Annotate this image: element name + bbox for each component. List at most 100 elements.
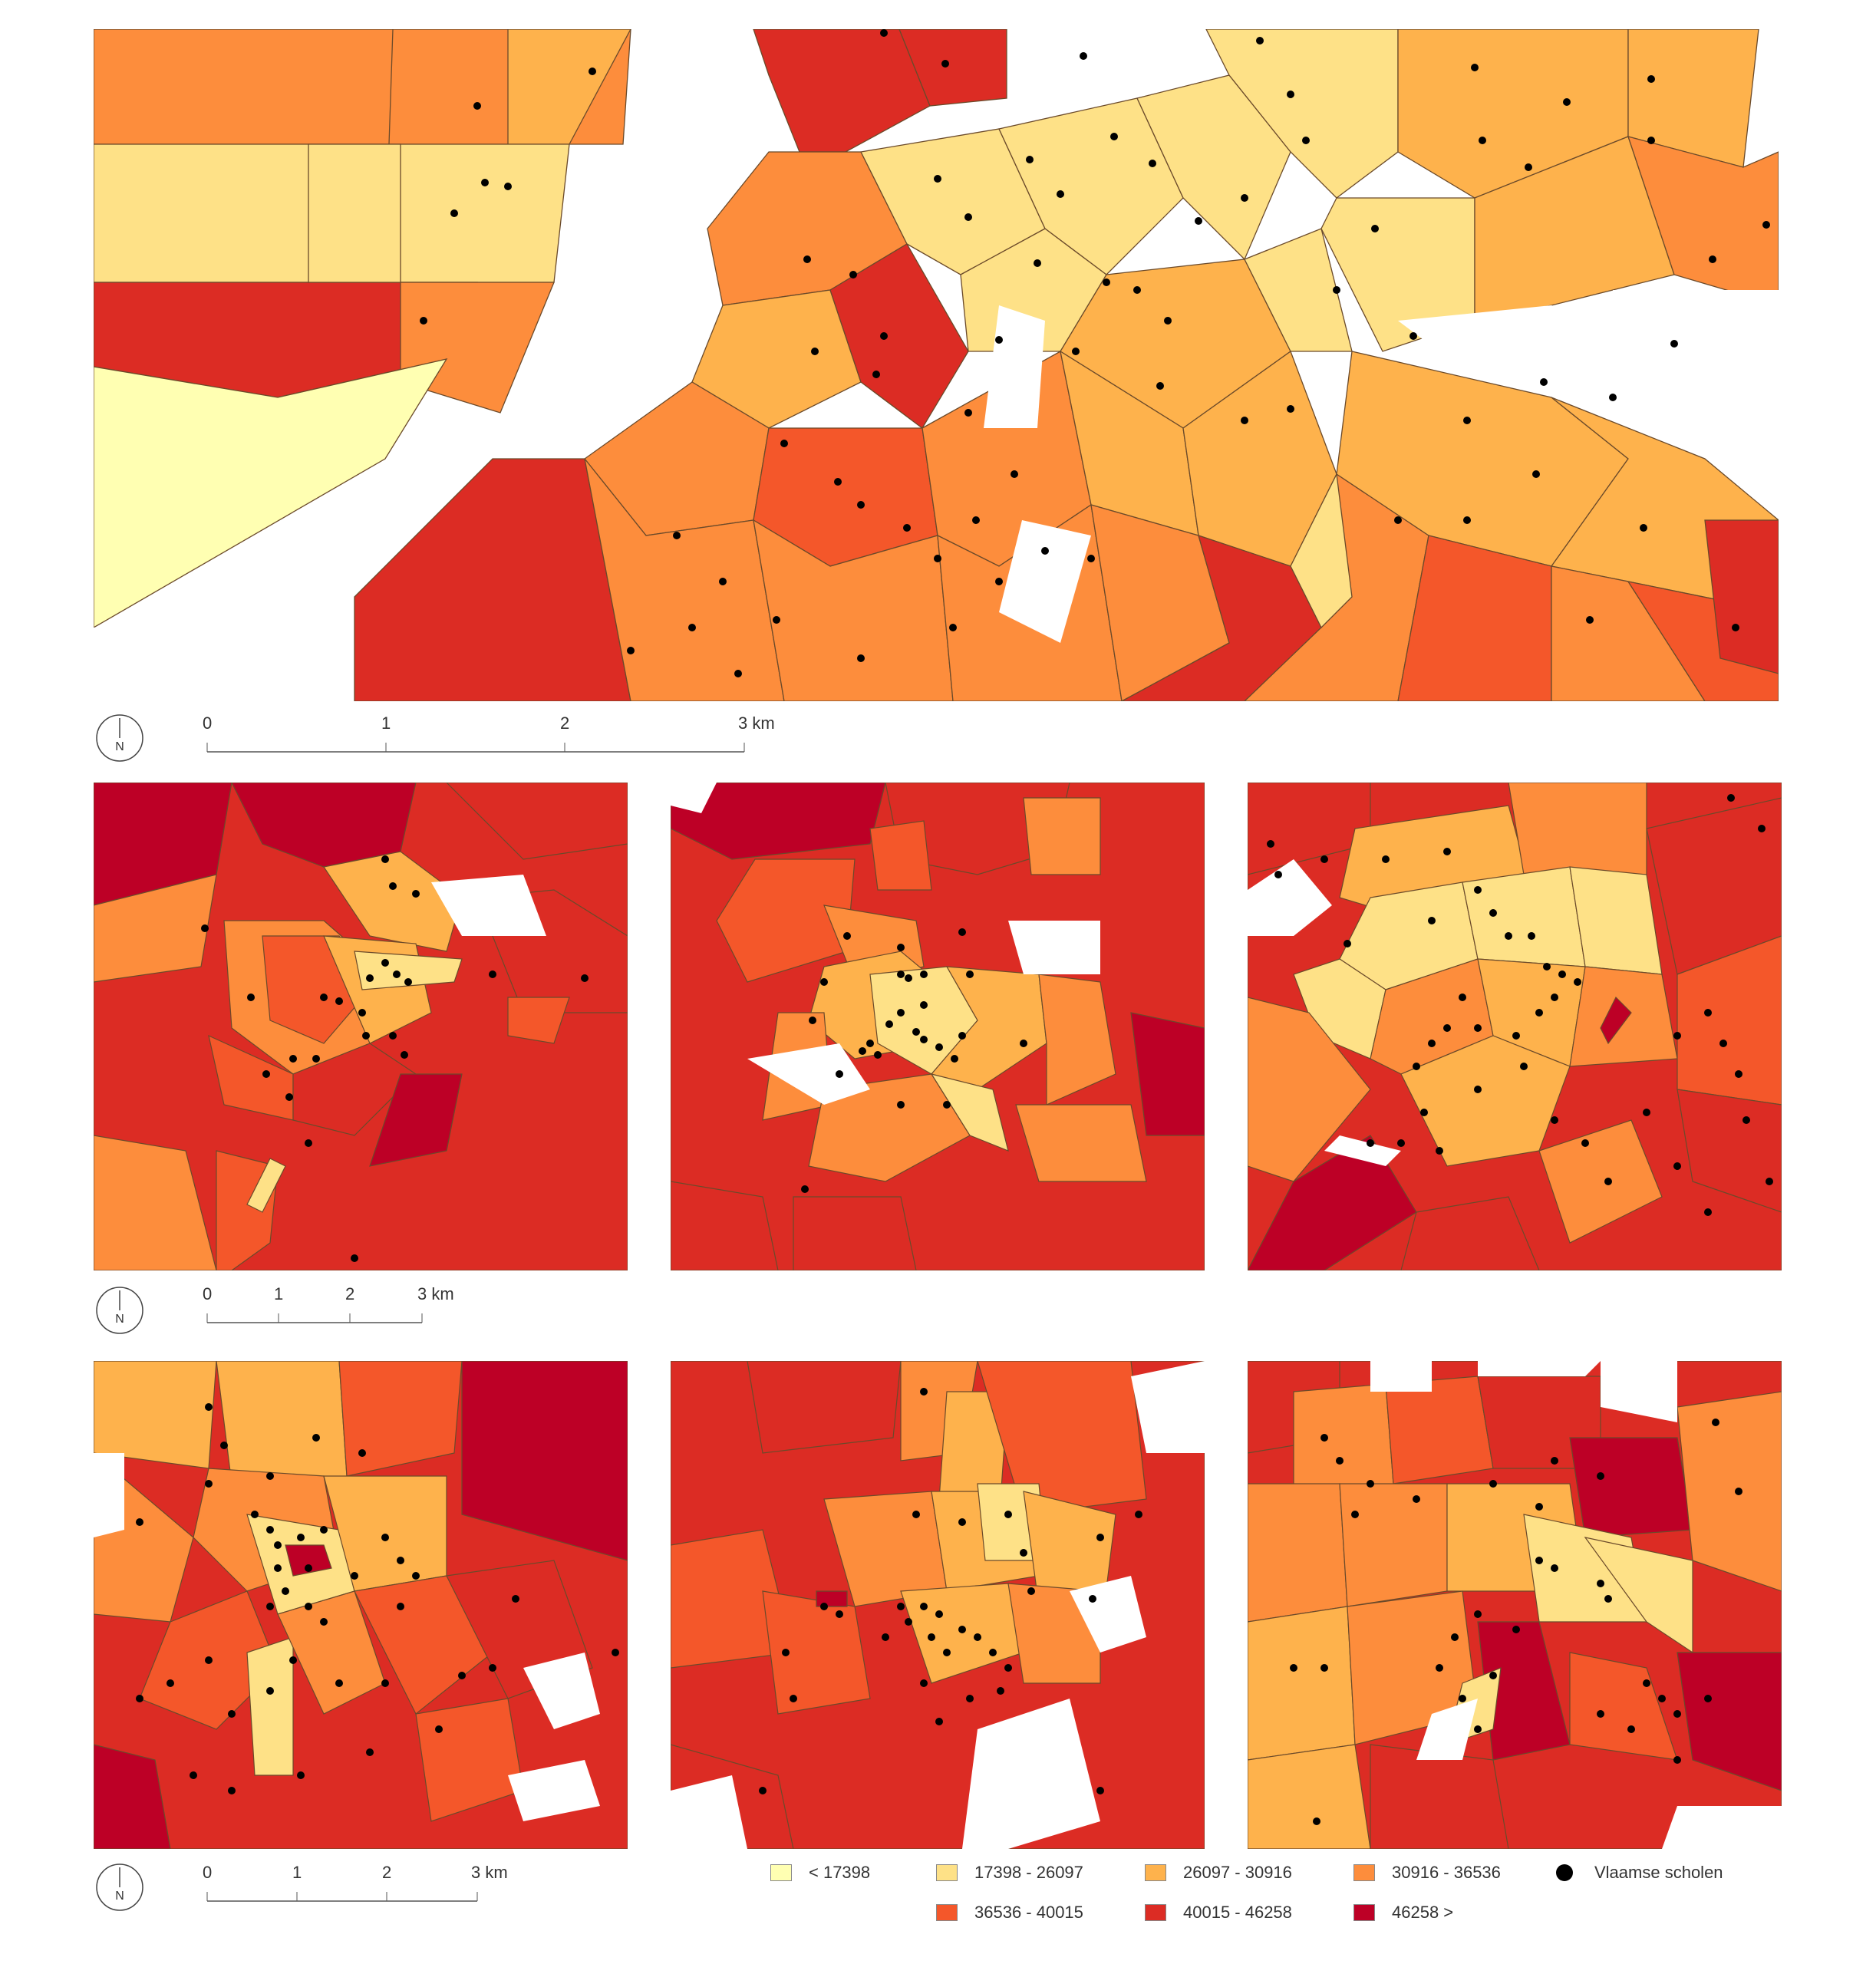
school-point bbox=[228, 1710, 236, 1718]
school-point bbox=[1535, 1009, 1543, 1017]
school-point bbox=[381, 959, 389, 967]
school-point bbox=[1443, 848, 1451, 855]
school-point bbox=[920, 1388, 928, 1396]
school-point bbox=[1673, 1710, 1681, 1718]
school-point bbox=[1719, 1040, 1727, 1047]
school-point bbox=[920, 1036, 928, 1043]
school-dot-icon bbox=[1556, 1864, 1573, 1881]
school-point bbox=[473, 102, 481, 110]
school-point bbox=[966, 1695, 974, 1702]
school-point bbox=[1459, 1695, 1466, 1702]
legend-label: < 17398 bbox=[809, 1863, 871, 1882]
school-point bbox=[943, 1101, 951, 1109]
scale-tick-label: 3 km bbox=[471, 1863, 508, 1882]
school-point bbox=[335, 1679, 343, 1687]
school-point bbox=[803, 255, 811, 263]
svg-text:N: N bbox=[115, 740, 124, 753]
school-point bbox=[305, 1564, 312, 1572]
school-point bbox=[1320, 1664, 1328, 1672]
district bbox=[388, 29, 520, 145]
district bbox=[1627, 136, 1779, 306]
school-point bbox=[1413, 1495, 1420, 1503]
school-point bbox=[1394, 516, 1402, 524]
district bbox=[1248, 1606, 1356, 1761]
school-point bbox=[1451, 1633, 1459, 1641]
school-point bbox=[312, 1434, 320, 1442]
district bbox=[1248, 1744, 1371, 1849]
school-point bbox=[1333, 286, 1340, 294]
school-point bbox=[920, 970, 928, 978]
district bbox=[94, 1453, 124, 1537]
school-point bbox=[1643, 1109, 1650, 1116]
district bbox=[1248, 1483, 1348, 1623]
district bbox=[1290, 472, 1353, 629]
school-point bbox=[266, 1603, 274, 1610]
school-point bbox=[412, 1572, 420, 1580]
district bbox=[747, 1043, 870, 1105]
district bbox=[1569, 866, 1663, 975]
district bbox=[1339, 1483, 1448, 1607]
district bbox=[94, 1135, 217, 1270]
district bbox=[1023, 797, 1101, 875]
school-point bbox=[247, 994, 255, 1001]
district bbox=[216, 1361, 348, 1485]
school-point bbox=[274, 1564, 282, 1572]
scale-tick-label: 2 bbox=[382, 1863, 392, 1882]
scale-tick-label: 0 bbox=[203, 713, 213, 733]
district bbox=[1677, 1089, 1782, 1213]
school-point bbox=[1647, 137, 1655, 144]
school-point bbox=[201, 924, 209, 932]
school-point bbox=[1512, 1626, 1520, 1633]
district bbox=[1136, 74, 1291, 261]
school-point bbox=[512, 1595, 519, 1603]
school-point bbox=[320, 1618, 328, 1626]
district bbox=[1646, 797, 1782, 975]
school-point bbox=[934, 175, 941, 183]
legend-label: 17398 - 26097 bbox=[974, 1863, 1083, 1882]
school-point bbox=[951, 1055, 958, 1063]
school-point bbox=[958, 1626, 966, 1633]
district bbox=[431, 875, 546, 936]
district bbox=[716, 858, 856, 983]
school-point bbox=[1574, 978, 1581, 986]
school-point bbox=[1551, 994, 1558, 1001]
school-point bbox=[920, 1001, 928, 1009]
school-point bbox=[1011, 470, 1018, 478]
district bbox=[930, 1073, 1009, 1152]
school-point bbox=[1551, 1457, 1558, 1465]
school-point bbox=[1156, 382, 1164, 390]
district bbox=[671, 1775, 747, 1849]
school-point bbox=[1528, 932, 1535, 940]
school-point bbox=[1041, 547, 1049, 555]
school-point bbox=[897, 970, 905, 978]
school-point bbox=[880, 29, 888, 37]
district bbox=[1038, 974, 1116, 1106]
school-point bbox=[811, 348, 819, 355]
school-point bbox=[1195, 217, 1202, 225]
school-point bbox=[1103, 278, 1110, 286]
school-point bbox=[920, 1603, 928, 1610]
legend-item: 30916 - 36536 bbox=[1353, 1863, 1501, 1883]
school-point bbox=[1512, 1032, 1520, 1040]
school-point bbox=[1367, 1480, 1374, 1488]
school-point bbox=[1543, 963, 1551, 970]
school-point bbox=[1766, 1178, 1773, 1185]
district bbox=[691, 289, 862, 429]
school-point bbox=[1274, 871, 1282, 878]
school-point bbox=[1413, 1063, 1420, 1070]
school-point bbox=[381, 1679, 389, 1687]
school-point bbox=[397, 1557, 404, 1564]
school-point bbox=[1164, 317, 1172, 325]
school-point bbox=[958, 1032, 966, 1040]
school-point bbox=[166, 1679, 174, 1687]
district bbox=[1248, 859, 1332, 936]
district bbox=[285, 1544, 332, 1577]
school-point bbox=[734, 670, 742, 677]
school-point bbox=[1004, 1511, 1012, 1518]
school-point bbox=[1474, 886, 1482, 894]
school-point bbox=[351, 1254, 358, 1262]
district bbox=[1130, 1012, 1205, 1136]
school-point bbox=[389, 1032, 397, 1040]
school-point bbox=[1096, 1787, 1104, 1794]
district bbox=[1015, 1104, 1147, 1182]
